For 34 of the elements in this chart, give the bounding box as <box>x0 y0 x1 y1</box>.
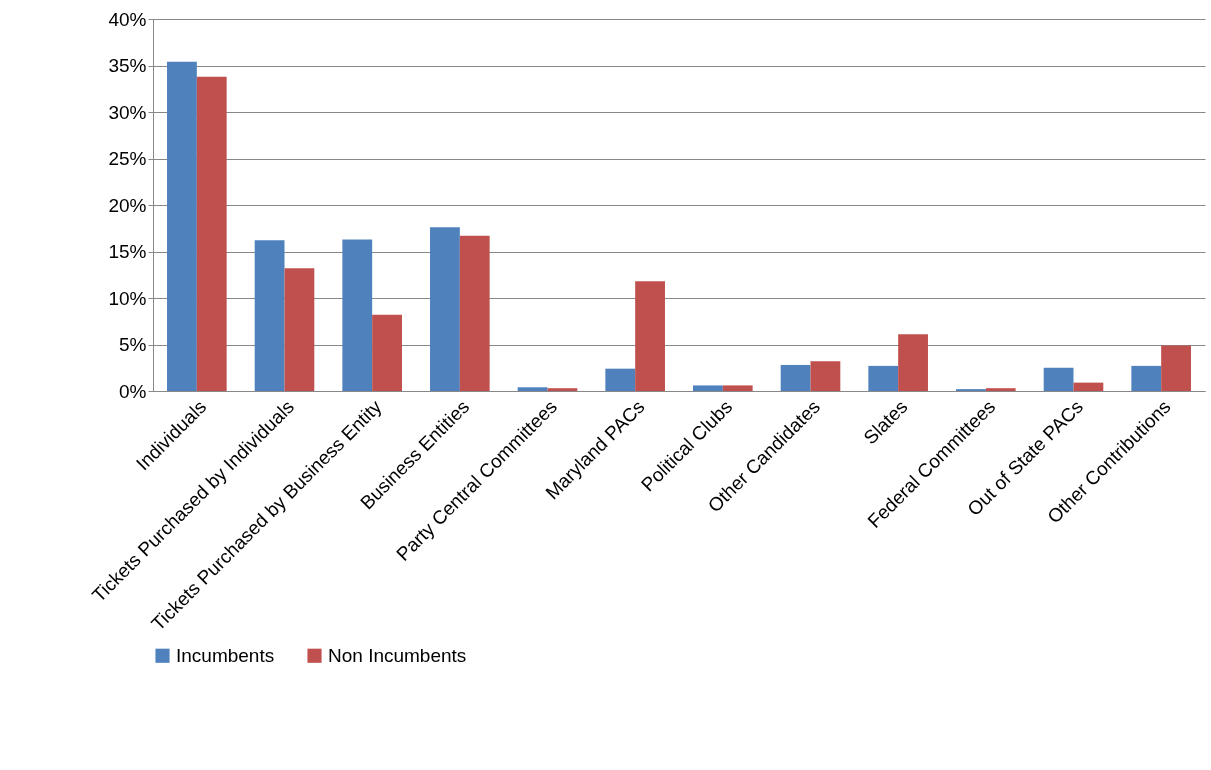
bar <box>284 268 315 391</box>
y-tick-label: 10% <box>108 287 147 309</box>
y-tick-label: 5% <box>119 334 147 355</box>
bar <box>254 240 285 391</box>
bar <box>693 385 723 391</box>
y-tick-label: 35% <box>108 55 147 76</box>
bar <box>1043 367 1074 391</box>
bar <box>430 227 460 391</box>
bar <box>985 388 1016 391</box>
legend-label: Non Incumbents <box>328 644 467 666</box>
bar <box>780 364 811 391</box>
bar <box>372 314 402 391</box>
bar <box>605 368 636 391</box>
bar <box>459 235 490 391</box>
bar <box>1131 365 1162 391</box>
bar <box>196 76 227 391</box>
y-tick-label: 40% <box>108 8 147 30</box>
bar <box>547 388 578 391</box>
y-tick-label: 0% <box>119 380 147 402</box>
y-tick-label: 15% <box>108 241 147 262</box>
bar <box>1073 382 1104 391</box>
bar <box>1161 345 1191 391</box>
legend-label: Incumbents <box>176 644 275 666</box>
bar <box>898 334 928 391</box>
bar <box>868 365 899 391</box>
bar <box>167 61 197 391</box>
bar <box>722 385 753 391</box>
bar <box>810 361 841 391</box>
y-tick-label: 25% <box>108 148 147 169</box>
bar <box>635 281 665 391</box>
y-tick-label: 20% <box>108 194 147 216</box>
bar <box>517 387 548 391</box>
bar <box>342 239 373 391</box>
y-tick-label: 30% <box>108 101 147 123</box>
